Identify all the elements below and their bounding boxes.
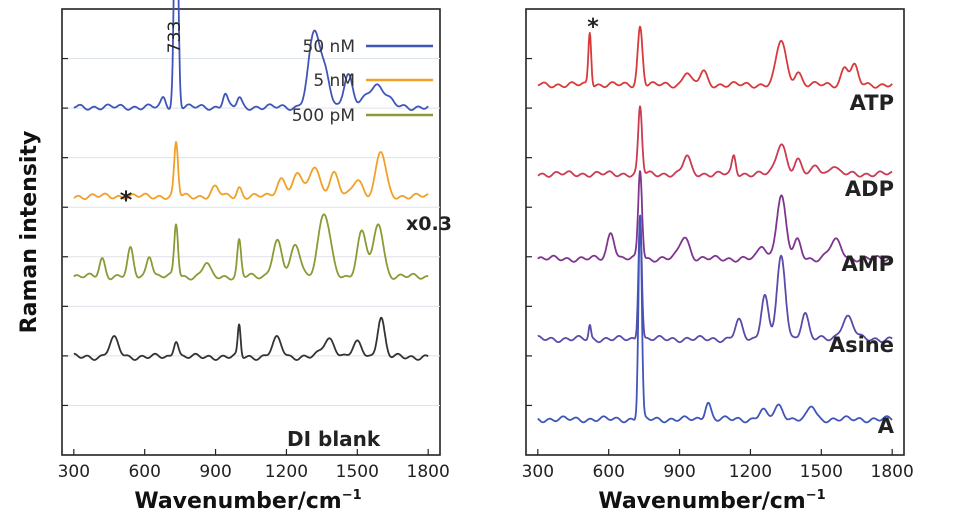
x-tick-label: 1500 xyxy=(336,462,379,482)
series-line-di-blank xyxy=(73,316,429,361)
legend: 50 nM 5 nM 500 pM xyxy=(292,37,433,126)
x-tick-label: 1800 xyxy=(407,462,450,482)
peak-733-label: 733 xyxy=(165,21,185,53)
legend-label-50nm: 50 nM xyxy=(303,37,355,57)
legend-label-500pm: 500 pM xyxy=(292,106,355,126)
left-gridlines xyxy=(62,58,440,406)
left-plot-frame xyxy=(61,8,441,456)
series-line-atp xyxy=(537,25,893,89)
label-amp: AMP xyxy=(841,252,894,276)
series-line-amp xyxy=(537,170,893,263)
left-x-axis-title: Wavenumber/cm−1 xyxy=(134,488,361,514)
x-tick-label: 300 xyxy=(522,462,554,482)
right-y-ticks xyxy=(526,57,532,407)
left-x-ticks: 300 600 900 1200 1500 1800 xyxy=(58,449,450,482)
x-tick-label: 600 xyxy=(592,462,624,482)
blank-label: DI blank xyxy=(287,427,381,451)
label-adp: ADP xyxy=(845,177,894,201)
series-line-a xyxy=(537,214,893,424)
left-y-axis-title: Raman intensity xyxy=(17,131,42,334)
x-tick-label: 600 xyxy=(128,462,160,482)
label-a: A xyxy=(878,414,895,438)
label-atp: ATP xyxy=(850,91,894,115)
legend-label-5nm: 5 nM xyxy=(313,71,355,91)
x-tick-label: 1200 xyxy=(729,462,772,482)
right-star-annotation: * xyxy=(587,15,599,40)
x-tick-label: 900 xyxy=(663,462,695,482)
series-line-5-nm xyxy=(73,141,429,201)
x-tick-label: 1200 xyxy=(265,462,308,482)
series-line-500-pm xyxy=(73,213,429,281)
x-tick-label: 1500 xyxy=(800,462,843,482)
right-x-axis-title: Wavenumber/cm−1 xyxy=(598,488,825,514)
x-tick-label: 1800 xyxy=(871,462,914,482)
right-series-group xyxy=(537,25,893,424)
x-tick-label: 300 xyxy=(58,462,90,482)
series-line-adp xyxy=(537,105,893,178)
right-series-labels: ATP ADP AMP Asine A xyxy=(829,91,895,438)
series-line-50-nm xyxy=(73,0,429,111)
left-star-annotation: * xyxy=(120,186,133,214)
right-x-ticks: 300 600 900 1200 1500 1800 xyxy=(522,449,914,482)
series-line-asine xyxy=(537,217,893,344)
left-y-ticks xyxy=(62,57,68,407)
left-series-group xyxy=(73,0,429,361)
scale-label: x0.3 xyxy=(406,213,452,235)
label-asine: Asine xyxy=(829,333,894,357)
right-plot-frame xyxy=(525,8,905,456)
x-tick-label: 900 xyxy=(199,462,231,482)
